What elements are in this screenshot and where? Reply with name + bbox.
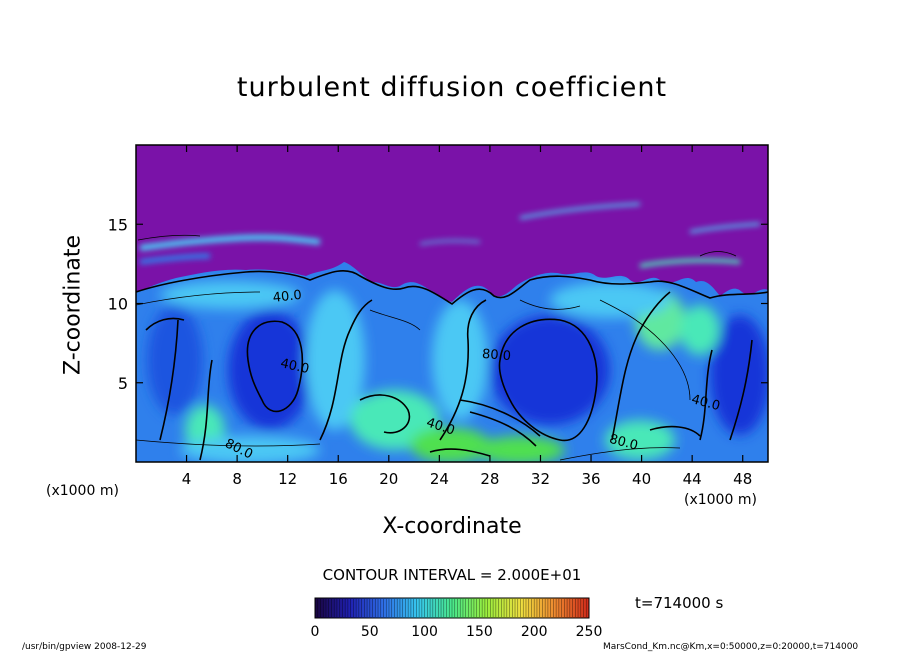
colorbar-tick-label: 200 (521, 624, 548, 640)
contour-label: 40.0 (279, 356, 311, 377)
contour-label: 80.0 (481, 347, 511, 364)
x-tick-label: 36 (581, 470, 600, 488)
x-tick-label: 4 (182, 470, 192, 488)
colorbar-tick-label: 150 (466, 624, 493, 640)
x-tick-label: 28 (480, 470, 499, 488)
contour-label-layer: 80.040.040.040.080.080.040.0 (222, 288, 722, 462)
thin-contours (136, 234, 737, 461)
x-tick-label: 48 (733, 470, 752, 488)
colorbar-tick-label: 0 (311, 624, 320, 640)
plot-field: 80.040.040.040.080.080.040.0 (136, 145, 768, 462)
contour-label: 80.0 (608, 432, 640, 454)
x-tick-label: 44 (683, 470, 702, 488)
chart-title: turbulent diffusion coefficient (236, 72, 668, 103)
colorbar-ticks: 0 50 100 150 200 250 (311, 624, 603, 640)
y-tick-label: 5 (118, 374, 128, 393)
y-tick-label: 15 (108, 215, 128, 234)
colorbar-tick-label: 250 (576, 624, 603, 640)
contour-label: 40.0 (690, 392, 722, 414)
upper-streaks (139, 202, 761, 268)
colorbar-tick-label: 50 (361, 624, 379, 640)
colorbar-lines (314, 599, 590, 617)
x-tick-label: 8 (232, 470, 242, 488)
y-axis-ticks: 5 10 15 (108, 215, 768, 393)
contour-interval-text: CONTOUR INTERVAL = 2.000E+01 (322, 566, 582, 584)
x-tick-label: 24 (430, 470, 449, 488)
colorbar-tick-label: 100 (411, 624, 438, 640)
upper-region (136, 145, 768, 302)
time-label: t=714000 s (635, 594, 724, 612)
x-tick-label: 20 (379, 470, 398, 488)
x-tick-label: 12 (278, 470, 297, 488)
x-axis-ticks: 4 8 12 16 20 24 28 32 36 40 44 48 (182, 145, 752, 488)
footer-right-text: MarsCond_Km.nc@Km,x=0:50000,z=0:20000,t=… (603, 642, 859, 652)
x-tick-label: 40 (632, 470, 651, 488)
contour-label: 40.0 (272, 288, 302, 306)
y-axis-label: Z-coordinate (60, 235, 86, 375)
x-tick-label: 16 (329, 470, 348, 488)
y-tick-label: 10 (108, 295, 128, 314)
footer-left-text: /usr/bin/gpview 2008-12-29 (22, 642, 147, 652)
field-blobs (147, 281, 768, 462)
contour-lines (136, 269, 768, 461)
x-tick-label: 32 (531, 470, 550, 488)
x-axis-label: X-coordinate (382, 514, 522, 539)
x-unit-label-left: (x1000 m) (46, 483, 119, 499)
x-unit-label-right: (x1000 m) (684, 492, 757, 508)
